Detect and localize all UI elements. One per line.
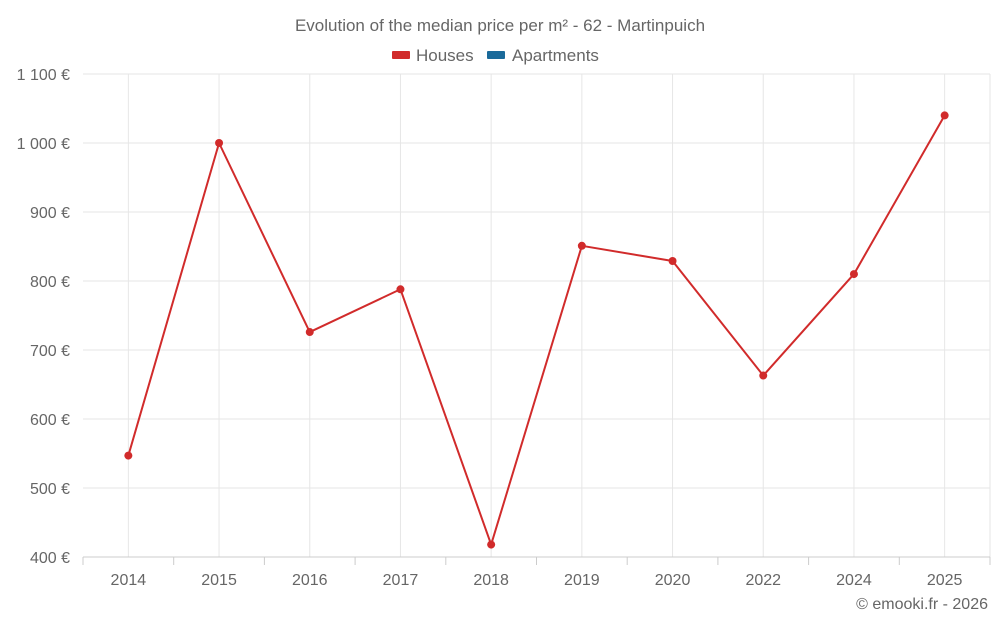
legend: Houses Apartments bbox=[392, 46, 599, 65]
x-tick-label: 2014 bbox=[111, 572, 147, 589]
x-tick-label: 2017 bbox=[383, 572, 419, 589]
legend-label-houses: Houses bbox=[416, 46, 474, 65]
x-tick-label: 2022 bbox=[745, 572, 781, 589]
x-tick-label: 2025 bbox=[927, 572, 963, 589]
y-tick-label: 1 100 € bbox=[17, 67, 70, 84]
series-houses bbox=[124, 111, 949, 549]
data-point-houses[interactable] bbox=[849, 270, 858, 279]
data-point-houses[interactable] bbox=[940, 111, 949, 120]
y-tick-label: 800 € bbox=[30, 274, 70, 291]
legend-swatch-apartments bbox=[487, 51, 505, 59]
grid bbox=[83, 73, 991, 557]
series-line-houses bbox=[127, 114, 946, 546]
y-tick-label: 900 € bbox=[30, 205, 70, 222]
data-point-houses[interactable] bbox=[759, 371, 768, 380]
credit-text: © emooki.fr - 2026 bbox=[856, 596, 988, 613]
y-tick-label: 400 € bbox=[30, 550, 70, 567]
x-tick-label: 2018 bbox=[473, 572, 509, 589]
axes bbox=[82, 556, 991, 565]
data-point-houses[interactable] bbox=[124, 451, 133, 460]
legend-item-apartments[interactable]: Apartments bbox=[487, 46, 599, 65]
x-tick-label: 2015 bbox=[201, 572, 237, 589]
y-axis-ticks: 400 € 500 € 600 € 700 € 800 € 900 € 1 000 € 1 1… bbox=[17, 67, 70, 567]
data-point-houses[interactable] bbox=[215, 139, 224, 147]
series bbox=[124, 111, 949, 549]
chart-title: Evolution of the median price per m² - 6… bbox=[295, 16, 705, 35]
legend-item-houses[interactable]: Houses bbox=[392, 46, 474, 65]
x-tick-label: 2024 bbox=[836, 572, 872, 589]
data-point-houses[interactable] bbox=[305, 328, 314, 337]
x-tick-label: 2019 bbox=[564, 572, 600, 589]
x-tick-label: 2016 bbox=[292, 572, 328, 589]
x-tick-label: 2020 bbox=[655, 572, 691, 589]
legend-label-apartments: Apartments bbox=[512, 46, 599, 65]
data-point-houses[interactable] bbox=[487, 540, 496, 549]
y-tick-label: 600 € bbox=[30, 412, 70, 429]
data-point-houses[interactable] bbox=[668, 256, 677, 265]
legend-swatch-houses bbox=[392, 51, 410, 59]
y-tick-label: 500 € bbox=[30, 481, 70, 498]
y-tick-label: 700 € bbox=[30, 343, 70, 360]
data-point-houses[interactable] bbox=[396, 285, 405, 294]
x-axis-ticks: 2014 2015 2016 2017 2018 2019 2020 2022 2024 2025 bbox=[111, 572, 963, 589]
data-point-houses[interactable] bbox=[577, 241, 586, 250]
y-tick-label: 1 000 € bbox=[17, 136, 70, 153]
